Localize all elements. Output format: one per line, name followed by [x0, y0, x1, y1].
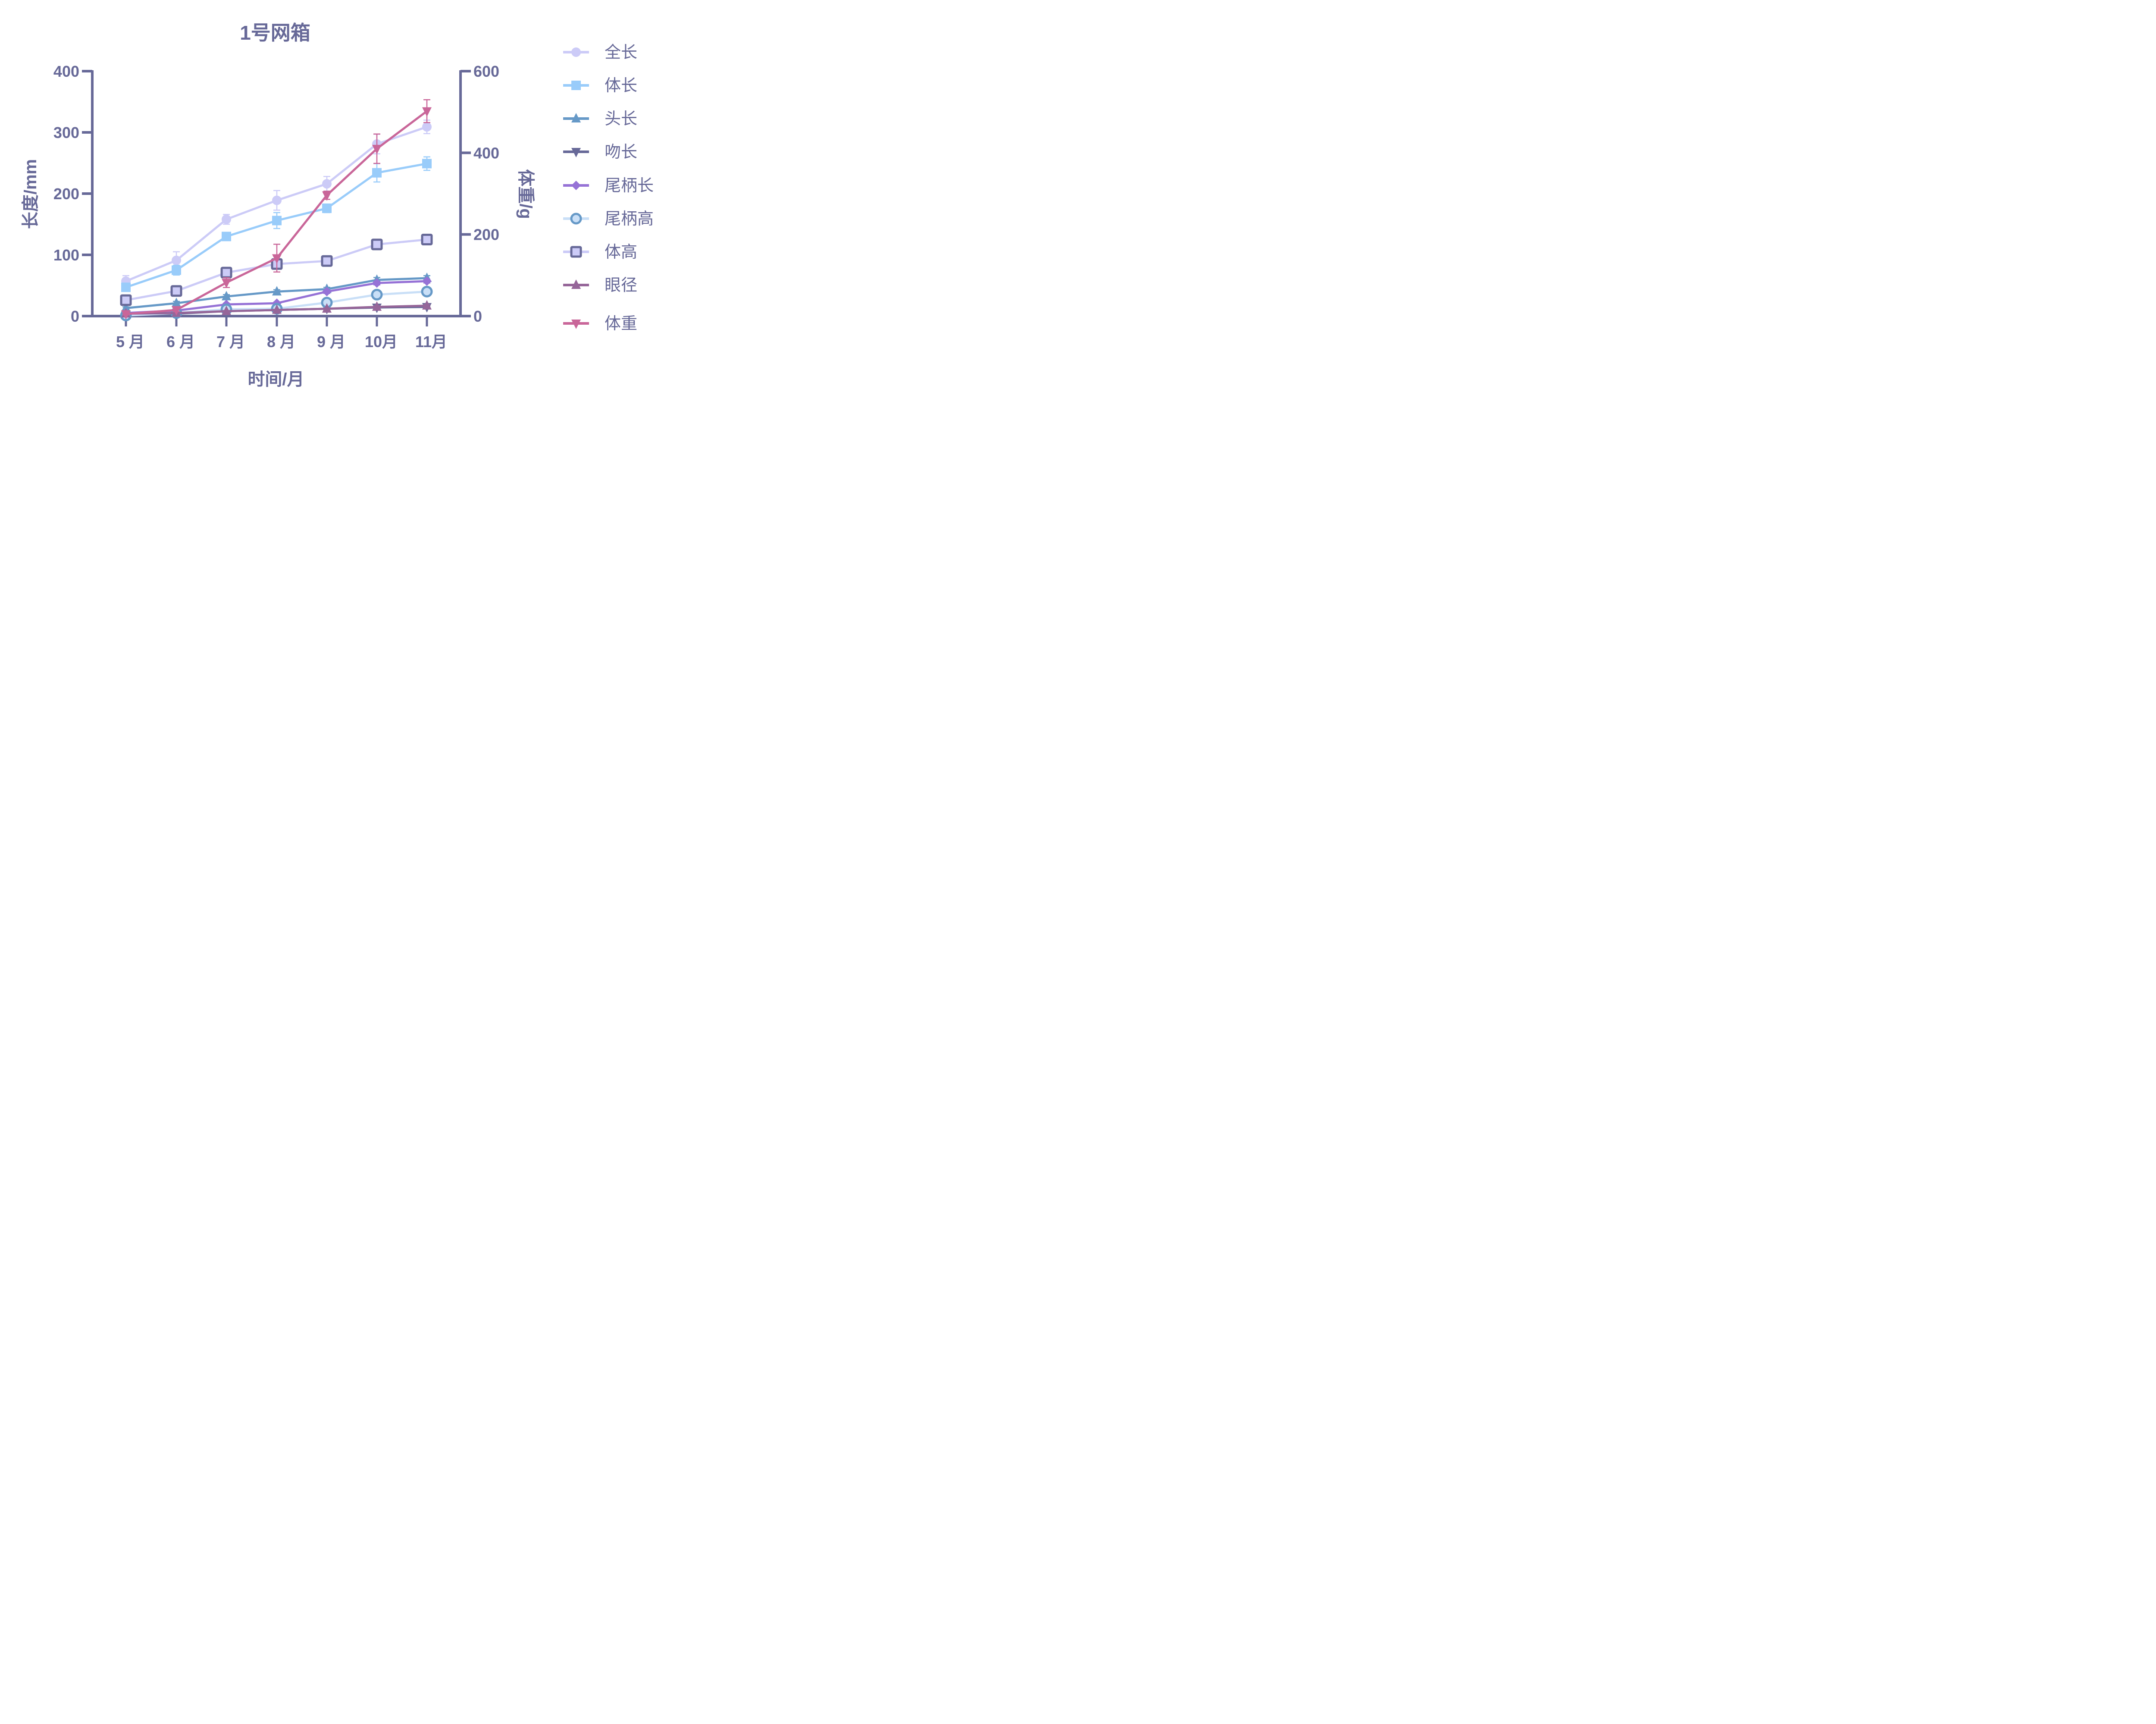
legend-item: 体重 — [563, 314, 637, 333]
legend-marker-icon — [571, 47, 581, 57]
legend-item: 体长 — [563, 76, 637, 95]
data-point — [222, 214, 231, 224]
data-point — [272, 216, 282, 226]
data-point — [372, 278, 382, 288]
x-tick-label: 7 月 — [216, 333, 245, 351]
data-point — [172, 255, 181, 265]
data-point — [121, 302, 131, 312]
legend-item: 尾柄长 — [563, 176, 654, 195]
right-axis: 0 200 400 600 — [459, 63, 499, 325]
data-point — [372, 144, 382, 154]
plot-area — [120, 99, 433, 322]
data-point — [421, 285, 433, 298]
data-point — [322, 287, 332, 297]
y-tick-label: 0 — [71, 307, 79, 325]
legend-label: 全长 — [605, 43, 637, 62]
data-point — [322, 191, 332, 201]
x-tick-label: 9 月 — [317, 333, 345, 351]
legend-item: 尾柄高 — [563, 209, 654, 228]
y-tick-label: 200 — [53, 185, 79, 203]
legend-label: 尾柄长 — [605, 176, 654, 195]
data-point — [371, 288, 383, 301]
legend-item: 头长 — [563, 109, 637, 128]
data-point — [272, 254, 282, 264]
legend-label: 尾柄高 — [605, 209, 654, 228]
x-tick-label: 8 月 — [267, 333, 295, 351]
data-point — [322, 179, 332, 189]
x-axis-label: 时间/月 — [248, 370, 304, 389]
series-眼径 — [121, 300, 432, 318]
data-point — [372, 301, 382, 311]
data-point — [422, 276, 432, 286]
y2-axis-label: 体重/g — [516, 169, 535, 219]
data-point — [272, 195, 282, 205]
legend-marker-icon — [570, 246, 582, 258]
legend-label: 体长 — [605, 76, 637, 95]
x-axis: 5 月 6 月 7 月 8 月 9 月 10月 11月 — [82, 315, 461, 351]
data-point — [422, 122, 432, 132]
data-point — [172, 298, 181, 307]
data-point — [222, 305, 231, 315]
data-point — [272, 286, 282, 296]
legend-marker-icon — [571, 113, 581, 122]
series-体重 — [121, 99, 432, 320]
y2-tick-label: 200 — [473, 226, 499, 244]
legend-label: 体高 — [605, 242, 637, 261]
legend-marker-icon — [571, 279, 581, 289]
legend-item: 全长 — [563, 43, 637, 62]
data-point — [272, 304, 282, 314]
y-tick-label: 400 — [53, 63, 79, 80]
y2-tick-label: 400 — [473, 144, 499, 162]
legend-marker-icon — [571, 181, 581, 190]
x-tick-label: 10月 — [365, 333, 398, 351]
x-tick-label: 6 月 — [166, 333, 195, 351]
left-axis: 0 100 200 300 400 — [53, 63, 94, 325]
legend-marker-icon — [571, 148, 581, 157]
series-体长 — [121, 156, 432, 292]
data-point — [422, 159, 432, 169]
y-tick-label: 100 — [53, 246, 79, 264]
legend-marker-icon — [571, 320, 581, 329]
data-point — [372, 168, 382, 178]
data-point — [322, 204, 332, 213]
legend-item: 体高 — [563, 242, 637, 261]
legend-label: 眼径 — [605, 276, 637, 295]
legend-label: 吻长 — [605, 142, 637, 161]
data-point — [120, 294, 132, 306]
legend-label: 体重 — [605, 314, 637, 333]
data-point — [422, 107, 432, 117]
data-point — [222, 291, 231, 301]
legend-marker-icon — [571, 81, 581, 90]
legend-marker-icon — [570, 213, 582, 225]
data-point — [222, 232, 231, 241]
data-point — [321, 255, 333, 267]
data-point — [220, 266, 232, 279]
legend-item: 吻长 — [563, 142, 637, 161]
chart-canvas: 1号网箱 0 100 200 300 400 0 200 400 600 5 月 6 月 7 月 8… — [21, 22, 654, 389]
x-tick-label: 5 月 — [116, 333, 144, 351]
legend-label: 头长 — [605, 109, 637, 128]
data-point — [172, 306, 181, 316]
data-point — [121, 310, 131, 320]
data-point — [371, 238, 383, 251]
data-point — [170, 285, 182, 297]
data-point — [422, 300, 432, 310]
data-point — [121, 282, 131, 292]
data-point — [222, 279, 231, 288]
y-tick-label: 300 — [53, 124, 79, 141]
y2-tick-label: 600 — [473, 63, 499, 80]
chart-title: 1号网箱 — [240, 22, 310, 44]
y2-tick-label: 0 — [473, 307, 482, 325]
data-point — [172, 265, 181, 275]
y-axis-label: 长度/mm — [21, 159, 40, 229]
legend-item: 眼径 — [563, 276, 637, 295]
data-point — [421, 234, 433, 245]
x-tick-label: 11月 — [415, 333, 447, 351]
data-point — [322, 303, 332, 313]
